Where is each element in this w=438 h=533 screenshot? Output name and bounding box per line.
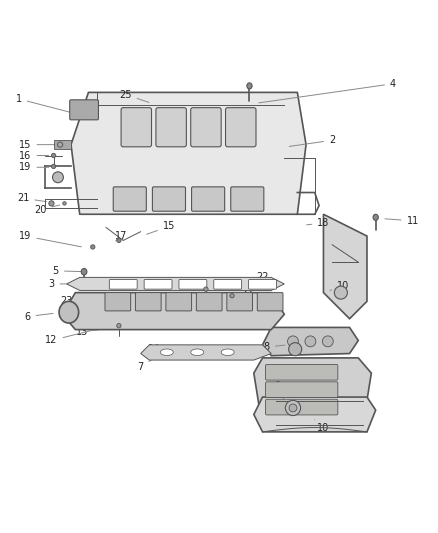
Text: 12: 12 — [45, 330, 92, 345]
Ellipse shape — [322, 336, 333, 347]
FancyBboxPatch shape — [135, 293, 161, 311]
Text: 15: 15 — [19, 140, 55, 150]
Text: 15: 15 — [147, 221, 175, 234]
Text: 6: 6 — [25, 312, 53, 321]
Ellipse shape — [305, 336, 316, 347]
Text: 25: 25 — [119, 90, 149, 102]
Text: 16: 16 — [19, 150, 49, 160]
FancyBboxPatch shape — [231, 187, 264, 211]
Text: 1: 1 — [16, 94, 75, 114]
Text: 22: 22 — [213, 272, 269, 288]
Ellipse shape — [204, 287, 208, 292]
FancyBboxPatch shape — [105, 293, 131, 311]
Polygon shape — [254, 358, 371, 427]
Ellipse shape — [117, 324, 121, 328]
FancyBboxPatch shape — [166, 293, 191, 311]
FancyBboxPatch shape — [265, 399, 338, 415]
Text: 7: 7 — [138, 357, 156, 372]
Ellipse shape — [51, 164, 56, 168]
Text: 10: 10 — [330, 281, 349, 291]
Text: 3: 3 — [48, 279, 92, 289]
Text: 21: 21 — [17, 193, 46, 203]
Polygon shape — [141, 345, 271, 360]
Text: 20: 20 — [34, 205, 60, 215]
Ellipse shape — [191, 349, 204, 356]
FancyBboxPatch shape — [249, 279, 276, 289]
FancyBboxPatch shape — [152, 187, 185, 211]
Polygon shape — [62, 293, 284, 329]
FancyBboxPatch shape — [110, 279, 137, 289]
Ellipse shape — [288, 336, 298, 347]
FancyBboxPatch shape — [227, 293, 253, 311]
Ellipse shape — [49, 201, 54, 206]
Ellipse shape — [63, 201, 66, 205]
Text: 13: 13 — [76, 327, 114, 337]
Text: 23: 23 — [60, 296, 92, 306]
Text: 8: 8 — [264, 342, 285, 352]
Text: 17: 17 — [115, 231, 127, 241]
Text: 18: 18 — [307, 218, 329, 228]
Polygon shape — [262, 327, 358, 356]
Ellipse shape — [117, 238, 121, 243]
Polygon shape — [254, 397, 376, 432]
FancyBboxPatch shape — [214, 279, 242, 289]
Ellipse shape — [81, 269, 87, 275]
Ellipse shape — [286, 400, 300, 416]
FancyBboxPatch shape — [265, 382, 338, 398]
Text: 22: 22 — [237, 287, 254, 297]
Polygon shape — [67, 277, 284, 290]
FancyBboxPatch shape — [113, 187, 146, 211]
Ellipse shape — [91, 245, 95, 249]
FancyBboxPatch shape — [121, 108, 152, 147]
Ellipse shape — [334, 286, 347, 299]
Text: 5: 5 — [53, 266, 84, 276]
Text: 2: 2 — [289, 135, 335, 147]
FancyBboxPatch shape — [265, 365, 338, 380]
FancyBboxPatch shape — [226, 108, 256, 147]
Text: 10: 10 — [315, 419, 329, 433]
Ellipse shape — [289, 404, 297, 412]
Polygon shape — [71, 92, 306, 214]
Ellipse shape — [289, 343, 302, 356]
Text: 14: 14 — [148, 344, 165, 354]
Text: 24: 24 — [115, 203, 145, 213]
Polygon shape — [323, 214, 367, 319]
Ellipse shape — [373, 214, 378, 220]
Ellipse shape — [221, 349, 234, 356]
Text: 19: 19 — [19, 162, 49, 172]
Text: 11: 11 — [385, 216, 419, 226]
Ellipse shape — [51, 154, 56, 158]
Ellipse shape — [59, 301, 79, 323]
FancyBboxPatch shape — [70, 100, 99, 120]
FancyBboxPatch shape — [196, 293, 222, 311]
Text: 19: 19 — [19, 231, 81, 247]
Polygon shape — [53, 140, 71, 149]
FancyBboxPatch shape — [257, 293, 283, 311]
FancyBboxPatch shape — [144, 279, 172, 289]
Text: 9: 9 — [275, 381, 287, 408]
Ellipse shape — [230, 294, 234, 298]
FancyBboxPatch shape — [179, 279, 207, 289]
FancyBboxPatch shape — [191, 108, 221, 147]
Ellipse shape — [160, 349, 173, 356]
FancyBboxPatch shape — [191, 187, 225, 211]
Ellipse shape — [57, 142, 63, 147]
Ellipse shape — [247, 83, 252, 89]
FancyBboxPatch shape — [156, 108, 186, 147]
Ellipse shape — [53, 172, 64, 183]
Text: 4: 4 — [259, 79, 396, 103]
